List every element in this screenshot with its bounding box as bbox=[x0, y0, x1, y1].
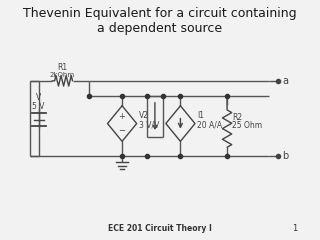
Text: ECE 201 Circuit Theory I: ECE 201 Circuit Theory I bbox=[108, 224, 212, 233]
Text: +: + bbox=[119, 112, 125, 121]
Text: b: b bbox=[283, 150, 289, 161]
Text: 2kOhm: 2kOhm bbox=[50, 72, 75, 78]
Text: I1: I1 bbox=[197, 111, 204, 120]
Text: a: a bbox=[283, 76, 288, 86]
Text: −: − bbox=[119, 126, 125, 135]
Text: V: V bbox=[36, 93, 41, 102]
Text: R1: R1 bbox=[57, 63, 68, 72]
Text: 20 A/A: 20 A/A bbox=[197, 120, 222, 129]
Text: 3 V/V: 3 V/V bbox=[139, 120, 159, 129]
Text: R2: R2 bbox=[232, 113, 243, 122]
Text: 1: 1 bbox=[292, 224, 297, 233]
Text: V2: V2 bbox=[139, 111, 149, 120]
Text: 5 V: 5 V bbox=[32, 102, 44, 111]
Text: Thevenin Equivalent for a circuit containing
a dependent source: Thevenin Equivalent for a circuit contai… bbox=[23, 7, 297, 35]
Text: 25 Ohm: 25 Ohm bbox=[232, 121, 262, 130]
